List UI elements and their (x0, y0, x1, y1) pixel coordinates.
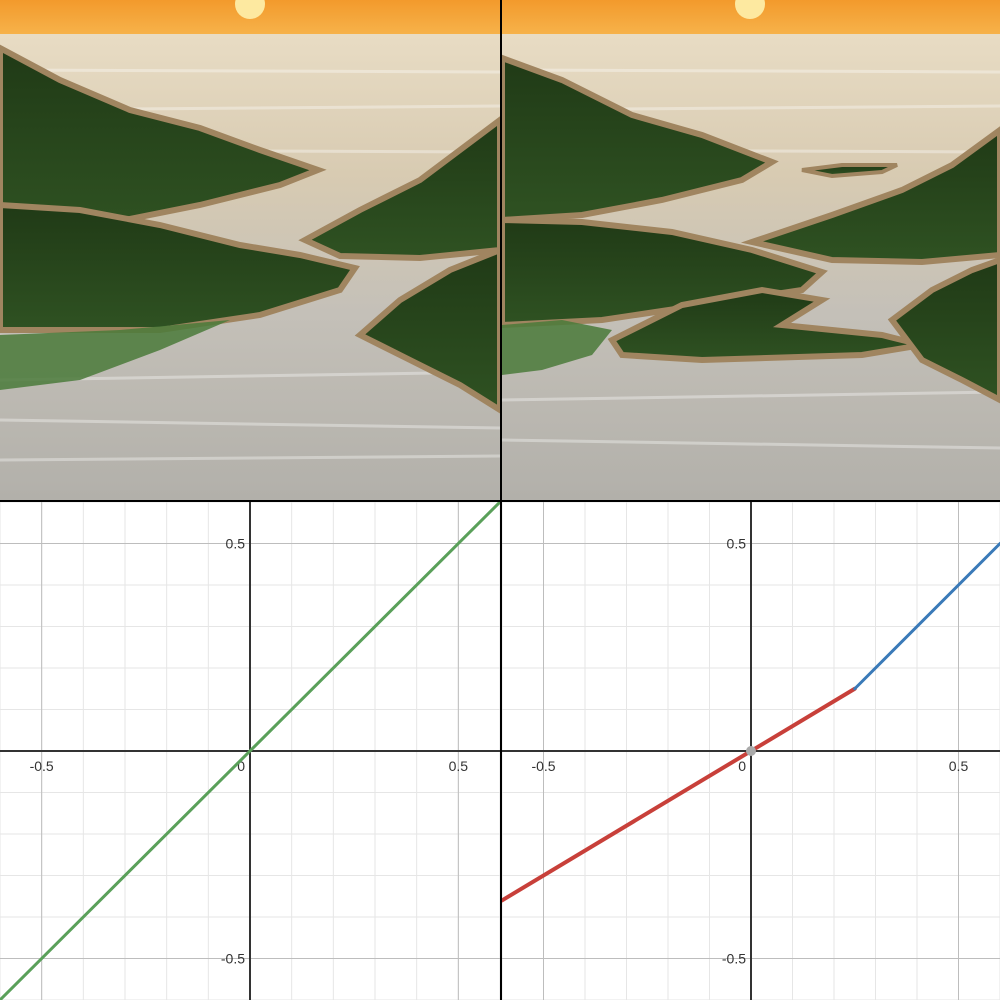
green-shallows (0, 320, 230, 390)
terrain-render-right (502, 0, 1000, 500)
chart-left: -0.5 0 0.5 0.5 -0.5 (0, 502, 500, 1000)
series-line-2 (853, 542, 1000, 691)
series-line-1 (0, 502, 500, 1000)
terrain-scene-right (502, 0, 1000, 500)
chart-right-svg: -0.5 0 0.5 0.5 -0.5 (502, 502, 1000, 1000)
x-tick-label: 0 (237, 758, 245, 774)
hill-far-left (502, 54, 779, 224)
green-shallows (502, 320, 612, 375)
islet-far (801, 163, 898, 179)
data-point (746, 746, 756, 756)
x-tick-label: -0.5 (30, 758, 54, 774)
y-tick-label: 0.5 (226, 536, 246, 552)
sun (735, 0, 765, 19)
y-tick-label: -0.5 (722, 951, 746, 967)
hill-right-far (298, 116, 500, 262)
chart-left-svg: -0.5 0 0.5 0.5 -0.5 (0, 502, 500, 1000)
x-tick-label: 0.5 (949, 758, 969, 774)
hill-right-far (740, 126, 1000, 266)
y-tick-label: 0.5 (727, 536, 747, 552)
terrain-scene-left (0, 0, 500, 500)
sun (235, 0, 265, 19)
hill-mid-left (0, 201, 360, 333)
series-line-1 (502, 686, 857, 903)
hill-center-near (607, 286, 923, 364)
y-tick-label: -0.5 (221, 951, 245, 967)
hill-right-near (887, 256, 1000, 404)
x-tick-label: -0.5 (531, 758, 555, 774)
chart-right: -0.5 0 0.5 0.5 -0.5 (502, 502, 1000, 1000)
terrain-render-left (0, 0, 500, 500)
x-tick-label: 0 (738, 758, 746, 774)
hill-right-near (354, 246, 500, 414)
x-tick-label: 0.5 (449, 758, 469, 774)
